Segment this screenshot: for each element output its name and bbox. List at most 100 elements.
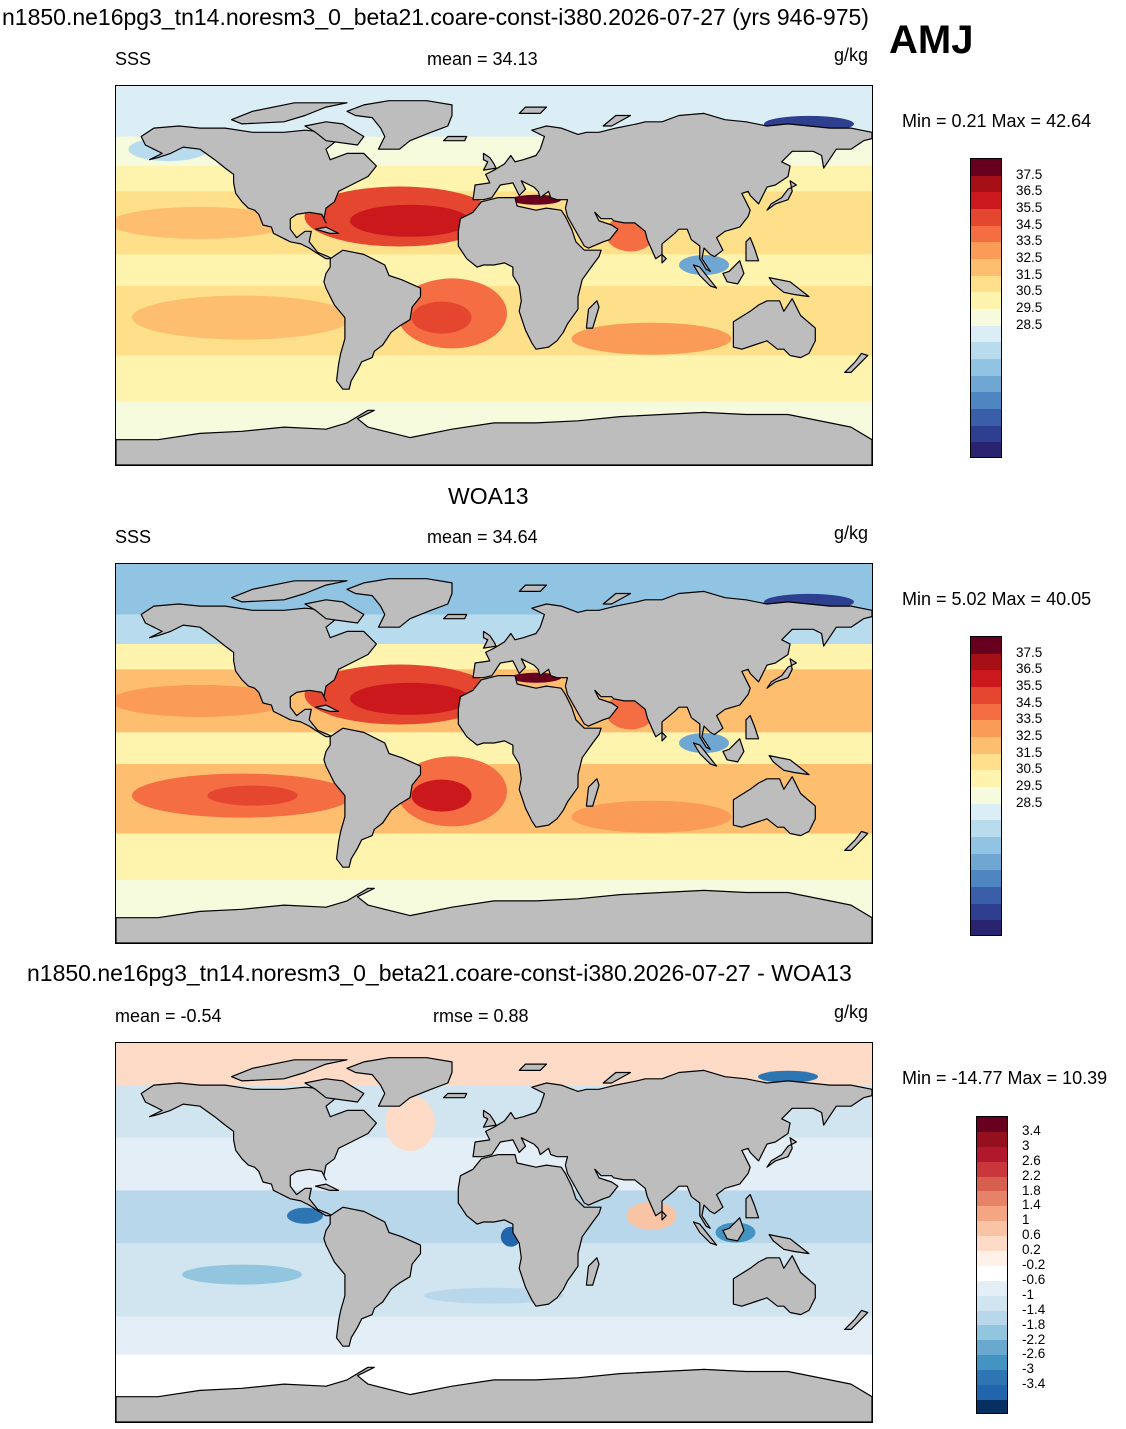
landmass-new-zealand [844,352,869,373]
southern-band [116,833,872,880]
colorbar-swatch [971,225,1001,243]
colorbar-swatch [971,308,1001,326]
colorbar-swatch [977,1280,1007,1296]
landmass-cuba [314,226,340,234]
landmass-iceland [443,613,468,620]
landmass-australia [732,298,816,359]
colorbar-swatch [977,1191,1007,1207]
landmass-baffin [304,121,365,146]
landmass-eurasia [472,590,872,750]
indian-ocean-salinity [571,322,732,355]
panel2-mean-label: mean = 34.64 [427,527,538,547]
landmass-japan [766,180,798,211]
colorbar-tick-label: 32.5 [1016,728,1043,743]
colorbar-tick-label: 33.5 [1016,233,1043,249]
landmass-japan [766,1137,798,1168]
atlantic-salinity-core-south [411,779,472,812]
colorbar-swatches [976,1116,1008,1414]
colorbar-swatch [971,920,1001,935]
landmass-novaya-zemlya [602,114,632,127]
landmass-greenland [346,100,453,150]
colorbar-swatch [977,1399,1007,1413]
landmass-antarctica [116,1366,872,1422]
landmass-philippines [745,715,760,740]
atlantic-salinity-core-south [411,301,472,334]
landmass-eurasia [472,1069,872,1229]
colorbar-swatch [971,375,1001,393]
landmass-uk [482,630,497,649]
panel3-minmax-label: Min = -14.77 Max = 10.39 [902,1068,1108,1088]
siberian-fresh [758,1070,818,1083]
colorbar-swatch [977,1161,1007,1177]
colorbar-swatch [977,1206,1007,1222]
colorbar-swatch [971,392,1001,409]
landmass-new-guinea [768,1234,810,1255]
landmass-arctic-islands [230,102,348,125]
landmass-iceland [443,1092,468,1099]
landmass-uk [482,152,497,171]
colorbar-tick-label: 3 [1022,1137,1030,1153]
landmass-arctic-islands [230,580,348,603]
southern-band [116,355,872,402]
colorbar-tick-label: -1.4 [1022,1301,1046,1317]
colorbar-swatch [977,1370,1007,1386]
panel3-mean-label: mean = -0.54 [115,1006,222,1026]
colorbar-swatch [971,208,1001,226]
landmass-south-america [323,1206,422,1347]
landmass-sri-lanka [661,1210,667,1221]
landmass-sri-lanka [661,731,667,742]
colorbar-swatch [971,258,1001,276]
colorbar-swatch [971,703,1001,721]
colorbar-tick-label: 28.5 [1016,794,1043,810]
colorbar-swatch [977,1325,1007,1341]
landmass-philippines [745,237,760,262]
landmass-baffin [304,599,365,624]
landmass-svalbard [518,1063,548,1071]
landmass-south-america [323,249,422,390]
colorbar-swatch [977,1310,1007,1326]
landmass-sumatra [692,742,718,767]
north-atlantic-positive [385,1095,435,1151]
colorbar-tick-label: 28.5 [1016,316,1043,332]
landmass-greenland [346,1057,453,1107]
colorbar-swatch [971,853,1001,871]
atlantic-salinity-core-north [350,682,470,715]
colorbar-swatch [971,175,1001,193]
landmass-uk [482,1109,497,1128]
landmass-borneo [722,738,745,763]
colorbar-swatch [971,770,1001,787]
colorbar-tick-label: 29.5 [1016,778,1043,793]
colorbar-swatch [971,275,1001,293]
page-title: n1850.ne16pg3_tn14.noresm3_0_beta21.coar… [2,4,869,30]
colorbar-swatch [971,903,1001,921]
colorbar-tick-label: -0.6 [1022,1271,1046,1287]
colorbar-swatch [977,1146,1007,1162]
colorbar-tick-label: 36.5 [1016,183,1043,199]
colorbar-tick-label: 1.8 [1022,1182,1041,1198]
landmass-japan [766,658,798,689]
colorbar-swatch [971,408,1001,426]
colorbar-swatch [971,425,1001,443]
south-pacific-fresh [182,1264,302,1285]
map-panel-woa13-sss [115,563,873,944]
landmass-arctic-islands [230,1059,348,1082]
colorbar-tick-label: 29.5 [1016,300,1043,315]
landmass-cuba [314,704,340,712]
landmass-baffin [304,1078,365,1103]
arctic-band [116,1043,872,1086]
landmass-greenland [346,578,453,628]
colorbar-swatches [970,158,1002,458]
colorbar-swatch [971,803,1001,821]
landmass-africa [457,1153,602,1307]
indian-ocean-positive [626,1201,677,1230]
colorbar-tick-label: 0.6 [1022,1227,1041,1243]
colorbar-tick-label: 37.5 [1016,166,1043,182]
colorbar-swatch [971,442,1001,457]
landmass-borneo [722,1217,745,1242]
landmass-new-guinea [768,277,810,298]
colorbar-tick-label: 0.2 [1022,1242,1041,1258]
season-label: AMJ [889,18,974,62]
landmass-antarctica [116,409,872,465]
colorbar-tick-label: 37.5 [1016,644,1043,660]
landmass-north-america [140,603,377,738]
